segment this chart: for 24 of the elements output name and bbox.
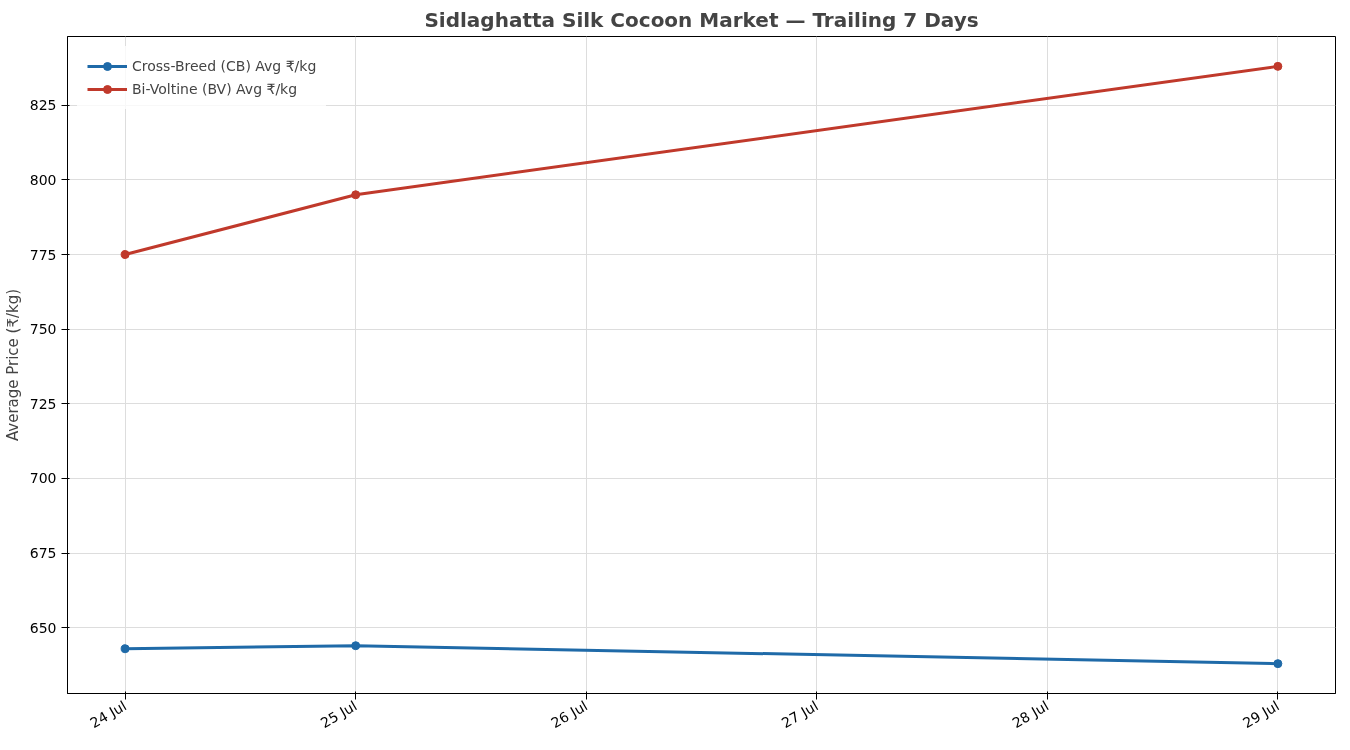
y-tick-label: 700 — [29, 470, 57, 487]
x-tick-label: 29 Jul — [1239, 697, 1282, 732]
y-tick-label: 675 — [29, 545, 57, 562]
x-tick-label: 25 Jul — [317, 697, 360, 732]
y-tick-label: 775 — [29, 246, 57, 263]
y-tick-label: 825 — [29, 97, 57, 114]
x-tick-label: 24 Jul — [87, 697, 130, 732]
y-tick-label: 650 — [29, 619, 57, 636]
y-tick-label: 750 — [29, 321, 57, 338]
point — [351, 641, 361, 651]
point — [351, 190, 361, 200]
point — [120, 644, 130, 654]
y-tick-label: 725 — [29, 395, 57, 412]
point — [120, 250, 130, 259]
point — [1273, 659, 1283, 669]
legend-label: Bi-Voltine (BV) Avg ₹/kg — [132, 81, 298, 97]
chart-title: Sidlaghatta Silk Cocoon Market — Trailing 7 Days — [424, 7, 979, 32]
legend-label: Cross-Breed (CB) Avg ₹/kg — [132, 58, 317, 74]
y-axis-title: Average Price (₹/kg) — [3, 288, 22, 442]
x-tick-label: 26 Jul — [548, 697, 591, 732]
point — [1273, 61, 1283, 71]
x-tick-label: 27 Jul — [778, 697, 821, 732]
y-tick-label: 800 — [29, 171, 57, 188]
x-tick-label: 28 Jul — [1009, 697, 1052, 732]
